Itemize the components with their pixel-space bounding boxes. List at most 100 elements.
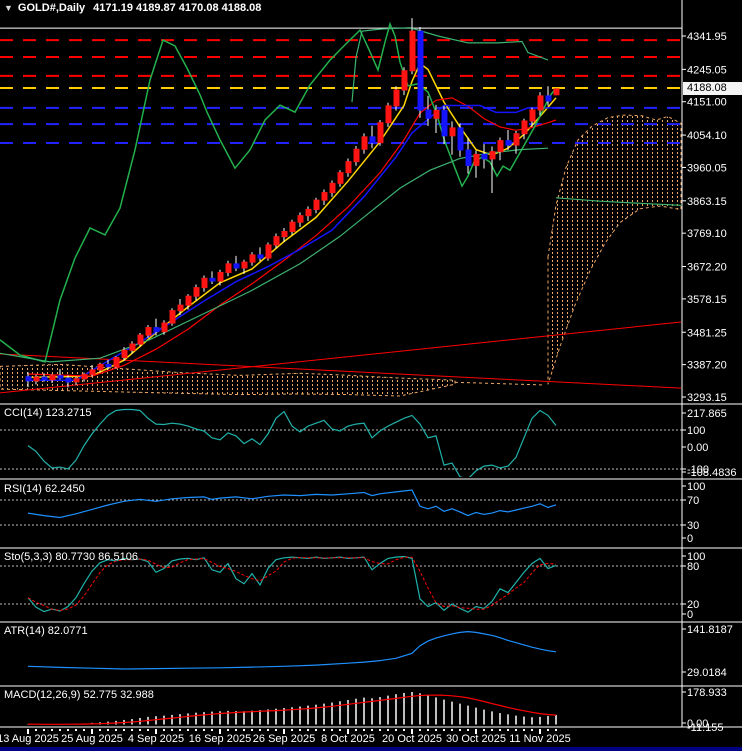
stochastic-indicator-label: Sto(5,3,3) 80.7730 86.5106 xyxy=(4,551,138,563)
candle-down xyxy=(425,109,432,119)
candle-up xyxy=(273,236,280,246)
cci-axis-label: 217.865 xyxy=(687,408,727,420)
candle-up xyxy=(353,148,360,163)
time-tick xyxy=(435,729,437,731)
time-tick xyxy=(347,729,349,734)
candle-up xyxy=(305,208,312,217)
sto-axis-label: 80 xyxy=(687,561,699,573)
time-tick xyxy=(499,729,501,731)
time-tick xyxy=(323,729,325,731)
time-tick xyxy=(315,729,317,731)
time-tick xyxy=(251,729,253,731)
candle-up xyxy=(201,277,208,289)
cci-line xyxy=(27,408,557,477)
time-tick xyxy=(555,729,557,731)
time-tick xyxy=(83,729,85,731)
cci-axis-label: -108.4836 xyxy=(687,467,737,479)
ohlc-values: 4171.19 4189.87 4170.08 4188.08 xyxy=(93,2,262,14)
date-axis-label: 26 Sep 2025 xyxy=(253,733,315,745)
candle-down xyxy=(41,376,48,381)
candle-up xyxy=(521,120,528,135)
time-tick xyxy=(235,729,237,731)
price-axis-label: 3863.15 xyxy=(687,196,727,208)
sto-d-line xyxy=(27,556,557,612)
candle-down xyxy=(545,95,552,102)
time-tick xyxy=(355,729,357,731)
date-axis-label: 25 Aug 2025 xyxy=(61,733,123,745)
time-tick xyxy=(187,729,189,731)
ma-yellow-line xyxy=(27,62,557,379)
rsi-panel xyxy=(0,489,682,526)
candle-up xyxy=(537,95,544,111)
candle-up xyxy=(121,349,128,358)
collapse-indicators-icon[interactable]: ▼ xyxy=(4,3,13,13)
time-tick xyxy=(75,729,77,731)
time-tick xyxy=(67,729,69,731)
lower-green-line xyxy=(0,147,549,363)
time-tick xyxy=(179,729,181,731)
macd-axis-label: -11.155 xyxy=(687,722,724,734)
time-tick xyxy=(155,729,157,734)
time-tick xyxy=(283,729,285,734)
time-tick xyxy=(403,729,405,731)
time-tick xyxy=(507,729,509,731)
atr-indicator-label: ATR(14) 82.0771 xyxy=(4,625,88,637)
candle-down xyxy=(441,109,448,137)
candle-down xyxy=(105,363,112,368)
time-tick xyxy=(27,729,29,734)
candle-up xyxy=(33,376,40,382)
time-tick xyxy=(59,729,61,731)
candle-up xyxy=(185,295,192,306)
candle-up xyxy=(401,70,408,91)
date-axis-label: 16 Sep 2025 xyxy=(189,733,251,745)
candle-up xyxy=(217,271,224,282)
candle-up xyxy=(97,363,104,371)
candle-down xyxy=(57,375,64,379)
candle-up xyxy=(145,327,152,336)
candle-up xyxy=(73,378,80,383)
price-axis-label: 3293.15 xyxy=(687,392,727,404)
time-tick xyxy=(451,729,453,731)
time-tick xyxy=(515,729,517,731)
time-tick xyxy=(363,729,365,731)
main-price-panel xyxy=(0,18,682,397)
candle-up xyxy=(529,109,536,122)
price-axis-label: 3960.05 xyxy=(687,162,727,174)
date-axis-label: 8 Oct 2025 xyxy=(321,733,375,745)
price-axis-label: 3769.10 xyxy=(687,228,727,240)
candle-down xyxy=(153,327,160,333)
candle-down xyxy=(209,277,216,282)
rsi-axis-label: 70 xyxy=(687,495,699,507)
cci-axis-label: 100 xyxy=(687,425,705,437)
atr-line xyxy=(27,630,557,670)
time-tick xyxy=(171,729,173,731)
candle-up xyxy=(393,89,400,107)
candle-up xyxy=(489,151,496,160)
time-tick xyxy=(395,729,397,731)
price-axis-label: 4245.05 xyxy=(687,64,727,76)
time-tick xyxy=(531,729,533,731)
time-tick xyxy=(427,729,429,731)
candle-down xyxy=(25,376,32,382)
candle-down xyxy=(505,140,512,146)
candle-up xyxy=(449,127,456,137)
time-tick xyxy=(107,729,109,731)
candle-up xyxy=(169,310,176,324)
price-axis-label: 4341.95 xyxy=(687,31,727,43)
time-tick xyxy=(267,729,269,731)
candle-up xyxy=(265,244,272,259)
time-tick xyxy=(163,729,165,731)
candle-down xyxy=(65,377,72,383)
atr-axis-label: 29.0184 xyxy=(687,667,727,679)
candle-up xyxy=(377,122,384,144)
candle-up xyxy=(129,343,136,351)
cci-axis-label: 0.00 xyxy=(687,442,708,454)
candle-up xyxy=(297,215,304,223)
price-axis-label: 4054.10 xyxy=(687,130,727,142)
trendline[interactable] xyxy=(0,321,682,394)
time-tick xyxy=(275,729,277,731)
candles xyxy=(25,18,560,388)
macd-signal-line xyxy=(27,694,557,725)
